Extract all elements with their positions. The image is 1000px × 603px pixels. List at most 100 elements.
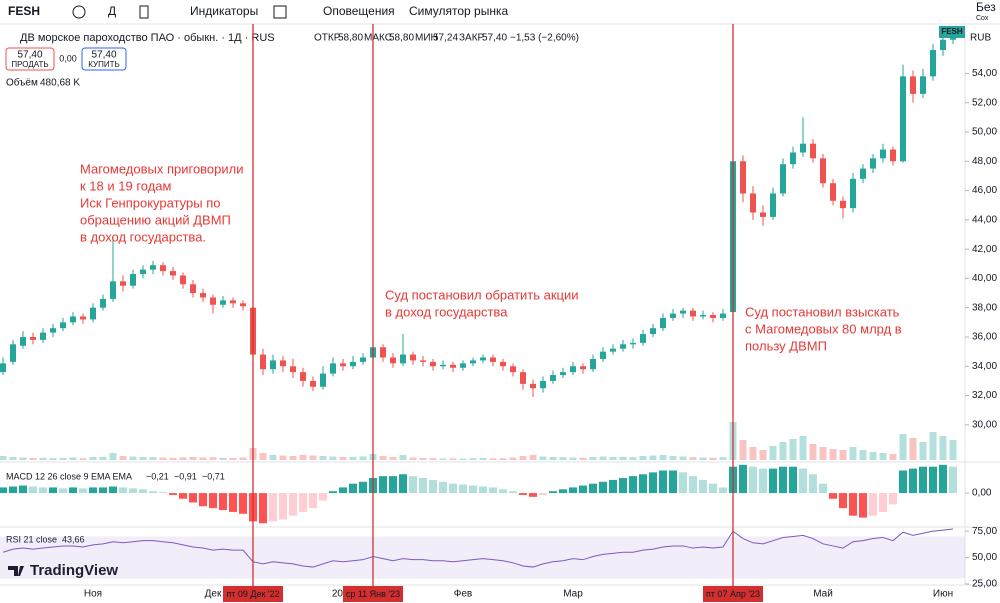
candle-body: [860, 168, 866, 179]
volume-bar: [19, 457, 27, 460]
volume-bar: [749, 447, 757, 460]
macd-bar: [429, 479, 437, 494]
annotation: с Магомедовых 80 млрд в: [745, 321, 902, 336]
toolbar-right[interactable]: Без н: [976, 0, 1000, 14]
volume-bar: [219, 457, 227, 460]
logo: TradingView: [30, 562, 118, 579]
volume-bar: [0, 456, 7, 460]
volume-bar: [79, 458, 87, 460]
candle-body: [0, 363, 6, 373]
candle-body: [20, 336, 26, 346]
replay[interactable]: Симулятор рынка: [409, 4, 508, 18]
volume-bar: [429, 458, 437, 460]
macd-bar: [849, 493, 857, 516]
macd-bar: [639, 474, 647, 494]
alerts[interactable]: Оповещения: [323, 4, 395, 18]
interval[interactable]: Д: [108, 4, 116, 18]
candle-body: [130, 274, 136, 286]
volume-bar: [449, 458, 457, 460]
macd-bar: [259, 493, 267, 524]
macd-bar: [219, 493, 227, 511]
x-tick-label: Ноя: [84, 589, 102, 600]
macd-bar: [0, 487, 7, 494]
macd-bar: [669, 470, 677, 494]
candle-body: [400, 354, 406, 364]
candle-body: [540, 380, 546, 389]
volume-bar: [909, 438, 917, 460]
macd-bar: [859, 493, 867, 518]
macd-bar: [569, 487, 577, 494]
candle-body: [100, 298, 106, 308]
macd-bar: [829, 493, 837, 499]
candle-body: [840, 200, 846, 209]
candle-body: [110, 281, 116, 299]
macd-bar: [749, 466, 757, 494]
volume-bar: [479, 458, 487, 460]
rsi-label: RSI 21 close: [6, 534, 57, 544]
candle-body: [940, 39, 946, 50]
candle-body: [30, 336, 36, 340]
candle-body: [450, 364, 456, 368]
macd-bar: [339, 487, 347, 494]
volume-bar: [709, 457, 717, 460]
macd-bar: [589, 483, 597, 494]
candle-body: [150, 265, 156, 270]
macd-bar: [199, 493, 207, 507]
y-tick-label: 36,00: [972, 332, 997, 343]
volume-bar: [109, 453, 117, 460]
rsi-tick-label: 25,00: [972, 579, 997, 590]
candle-body: [830, 183, 836, 201]
macd-bar: [89, 487, 97, 494]
macd-bar: [9, 486, 17, 494]
volume-bar: [379, 456, 387, 460]
macd-bar: [139, 489, 147, 494]
macd-bar: [419, 478, 427, 494]
volume-bar: [119, 456, 127, 460]
close-label: ЗАКР: [459, 33, 485, 44]
indicators[interactable]: Индикаторы: [190, 4, 258, 18]
add-symbol[interactable]: [72, 5, 86, 19]
candle-body: [600, 351, 606, 359]
candle-body: [310, 380, 316, 387]
candle-body: [790, 152, 796, 165]
volume-bar: [409, 457, 417, 460]
x-tick-label: Фев: [454, 589, 472, 600]
y-tick-label: 46,00: [972, 185, 997, 196]
sell-label: ПРОДАТЬ: [11, 60, 48, 69]
macd-value: −0,91: [174, 471, 197, 481]
symbol[interactable]: FESH: [8, 4, 40, 18]
volume-bar: [189, 457, 197, 460]
macd-bar: [799, 468, 807, 494]
chart-type[interactable]: [139, 5, 149, 19]
macd-pane: [0, 464, 957, 524]
candle-body: [700, 315, 706, 317]
candle-body: [520, 372, 526, 384]
macd-bar: [169, 493, 177, 495]
volume-bar: [59, 458, 67, 460]
macd-bar: [909, 468, 917, 494]
candle-body: [290, 366, 296, 373]
macd-bar: [949, 466, 957, 494]
candle-body: [580, 366, 586, 370]
volume-bar: [579, 457, 587, 460]
volume-bar: [319, 456, 327, 460]
high: 58,80: [389, 33, 414, 44]
sell-button[interactable]: [5, 47, 55, 71]
volume-bar: [239, 457, 247, 460]
volume-bar: [29, 458, 37, 460]
candle-body: [430, 361, 436, 367]
volume-bar: [639, 456, 647, 460]
marker-label: пт 07 Апр '23: [706, 589, 760, 599]
volume-bar: [649, 455, 657, 460]
toolbar-right-sub: Сох: [976, 15, 989, 22]
volume-bar: [179, 457, 187, 460]
candle-body: [930, 49, 936, 77]
macd-hist-value: −0,21: [146, 471, 169, 481]
buy-button[interactable]: [81, 47, 127, 71]
y-tick-label: 32,00: [972, 390, 997, 401]
layouts[interactable]: [273, 5, 287, 19]
volume-bar: [299, 455, 307, 460]
volume-bar: [459, 458, 467, 460]
volume-bar: [129, 456, 137, 460]
macd-bar: [119, 487, 127, 494]
